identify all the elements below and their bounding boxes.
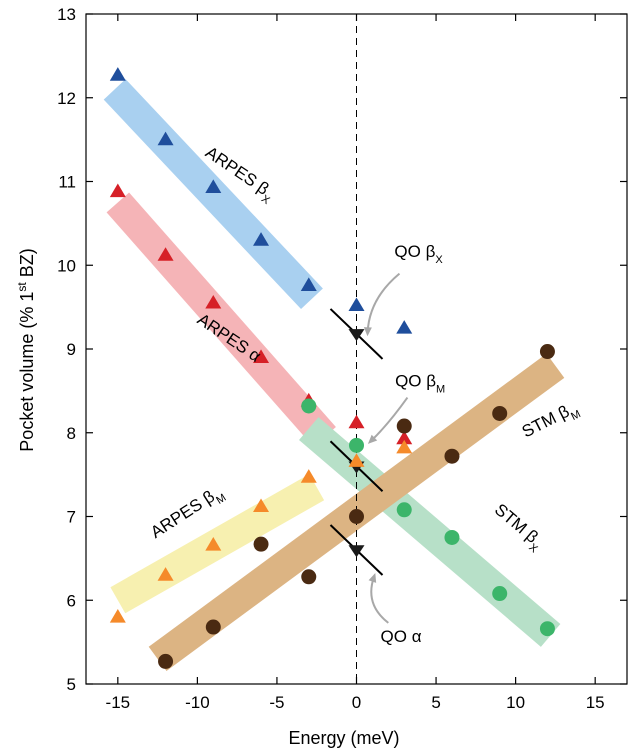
callout-label-0-sub: X xyxy=(435,254,443,266)
point-s3-1 xyxy=(349,437,364,453)
point-s1-1 xyxy=(157,247,174,261)
point-s2-0 xyxy=(109,609,126,623)
point-s0-3 xyxy=(253,232,270,246)
band-label-4-main: STM β xyxy=(519,402,573,442)
point-s4-3 xyxy=(301,569,317,585)
band-label-3: STM βX xyxy=(488,500,548,556)
callout-label-0: QO βX xyxy=(394,242,443,266)
point-s2-2 xyxy=(205,536,222,551)
band-label-4-sub: M xyxy=(569,408,583,423)
point-s2-3 xyxy=(253,498,270,513)
y-tick-label-6: 11 xyxy=(58,173,76,192)
y-tick-label-8: 13 xyxy=(57,5,76,24)
y-tick-label-1: 6 xyxy=(67,591,76,610)
callout-label-2-main: QO α xyxy=(381,627,422,646)
point-s1-5 xyxy=(348,414,365,429)
point-s2-4 xyxy=(300,469,317,483)
callout-arrowhead-1 xyxy=(367,434,378,444)
x-tick-label-3: 0 xyxy=(352,693,361,712)
point-s1-2 xyxy=(205,294,222,309)
point-s0-4 xyxy=(300,277,317,291)
x-axis-title: Energy (meV) xyxy=(288,728,399,748)
callout-label-1: QO βM xyxy=(395,372,445,396)
point-s4-7 xyxy=(492,405,508,421)
point-s4-8 xyxy=(539,344,555,360)
band-3 xyxy=(299,417,561,647)
band-label-2-sub: M xyxy=(214,492,228,507)
qo-marker-2 xyxy=(348,545,365,558)
point-s4-1 xyxy=(205,619,221,635)
band-label-4: STM βM xyxy=(519,397,583,445)
point-s0-2 xyxy=(205,179,222,193)
point-s1-6 xyxy=(396,430,413,445)
y-tick-label-5: 10 xyxy=(57,256,76,275)
point-s4-4 xyxy=(349,509,364,524)
point-s3-5 xyxy=(539,621,555,637)
band-0 xyxy=(103,79,323,310)
x-tick-label-1: -10 xyxy=(185,693,210,712)
data-points-layer xyxy=(109,67,555,669)
point-s1-0 xyxy=(109,183,126,198)
point-s3-2 xyxy=(396,502,412,518)
point-s3-4 xyxy=(492,586,508,602)
x-tick-label-0: -15 xyxy=(106,693,131,712)
y-tick-label-2: 7 xyxy=(67,508,76,527)
point-s4-2 xyxy=(253,536,269,552)
point-s4-0 xyxy=(158,653,174,669)
y-axis-title: Pocket volume (% 1st BZ) xyxy=(15,248,37,451)
x-tick-label-2: -5 xyxy=(269,693,284,712)
qo-marker-0 xyxy=(348,329,365,342)
callout-arrow-2 xyxy=(370,576,389,624)
callout-arrow-0 xyxy=(366,272,401,333)
y-tick-label-4: 9 xyxy=(67,340,76,359)
y-tick-label-0: 5 xyxy=(67,675,76,694)
y-axis-title-main: Pocket volume (% 1 xyxy=(17,292,37,452)
callout-label-1-sub: M xyxy=(436,384,445,396)
x-tick-label-5: 10 xyxy=(506,693,525,712)
callout-layer xyxy=(363,272,409,624)
point-s2-6 xyxy=(396,439,413,454)
y-axis-title-sup: st xyxy=(15,282,29,292)
point-s3-0 xyxy=(301,398,317,414)
callout-label-2: QO α xyxy=(381,627,422,646)
point-s4-5 xyxy=(396,418,412,434)
x-tick-label-4: 5 xyxy=(431,693,440,712)
point-s1-3 xyxy=(253,349,270,363)
bands-layer xyxy=(103,79,565,671)
callout-label-0-main: QO β xyxy=(394,242,435,261)
y-tick-label-7: 12 xyxy=(57,89,76,108)
point-s2-5 xyxy=(348,453,365,467)
band-1 xyxy=(106,192,336,447)
callout-label-1-main: QO β xyxy=(395,372,436,391)
point-s0-5 xyxy=(348,297,365,312)
callout-arrowhead-0 xyxy=(363,327,372,337)
point-s0-0 xyxy=(109,67,126,81)
x-tick-label-6: 15 xyxy=(586,693,605,712)
point-s0-6 xyxy=(396,320,413,334)
y-axis-title-tail: BZ) xyxy=(17,248,37,282)
callout-arrowhead-2 xyxy=(368,573,377,583)
point-s4-6 xyxy=(444,448,460,464)
point-s0-1 xyxy=(157,131,174,146)
band-label-3-main: STM β xyxy=(491,500,542,547)
axes-layer: -15 -10 -5 0 5 10 15 5 6 7 8 9 10 11 12 13 xyxy=(57,5,628,712)
point-s2-1 xyxy=(157,567,174,581)
point-s3-3 xyxy=(444,529,460,545)
y-tick-label-3: 8 xyxy=(67,424,76,443)
band-2 xyxy=(110,474,325,614)
